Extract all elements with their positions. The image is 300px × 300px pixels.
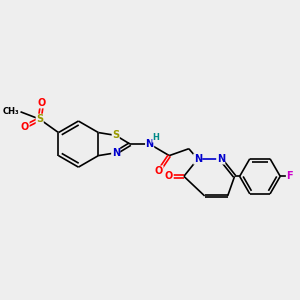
Text: N: N (217, 154, 225, 164)
Text: S: S (112, 130, 119, 140)
Text: N: N (112, 148, 120, 158)
Text: CH₃: CH₃ (2, 107, 19, 116)
Text: O: O (155, 166, 163, 176)
Text: N: N (146, 139, 154, 149)
Text: O: O (21, 122, 29, 132)
Text: N: N (194, 154, 202, 164)
Text: O: O (38, 98, 46, 108)
Text: F: F (286, 171, 293, 181)
Text: H: H (153, 133, 160, 142)
Text: H: H (146, 140, 154, 148)
Text: S: S (36, 114, 43, 124)
Text: O: O (165, 171, 173, 181)
